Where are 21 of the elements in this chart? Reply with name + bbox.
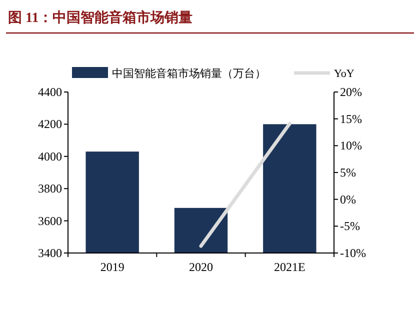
y-tick-label: 4400 <box>38 85 62 99</box>
legend-label: YoY <box>334 68 354 80</box>
y2-tick-label: 5% <box>340 166 356 180</box>
chart-title: 图 11：中国智能音箱市场销量 <box>8 9 193 26</box>
x-tick-label: 2019 <box>100 260 124 274</box>
y2-tick-label: 10% <box>340 138 362 153</box>
x-tick-label: 2021E <box>274 260 306 274</box>
y2-tick-label: 20% <box>340 85 362 99</box>
y2-tick-label: 15% <box>340 112 362 126</box>
y-tick-label: 3600 <box>38 214 62 228</box>
y-tick-label: 4000 <box>38 149 62 164</box>
legend-item: 中国智能音箱市场销量（万台） <box>72 67 266 80</box>
legend-label: 中国智能音箱市场销量（万台） <box>112 67 266 80</box>
legend-item: YoY <box>294 68 354 80</box>
y2-tick-label: -5% <box>340 219 360 234</box>
y2-tick-label: -10% <box>340 246 366 260</box>
y-tick-label: 3400 <box>38 246 62 260</box>
y-tick-label: 4200 <box>38 117 62 132</box>
y-tick-label: 3800 <box>38 182 62 196</box>
x-tick-label: 2020 <box>189 260 213 274</box>
y2-tick-label: 0% <box>340 192 356 206</box>
